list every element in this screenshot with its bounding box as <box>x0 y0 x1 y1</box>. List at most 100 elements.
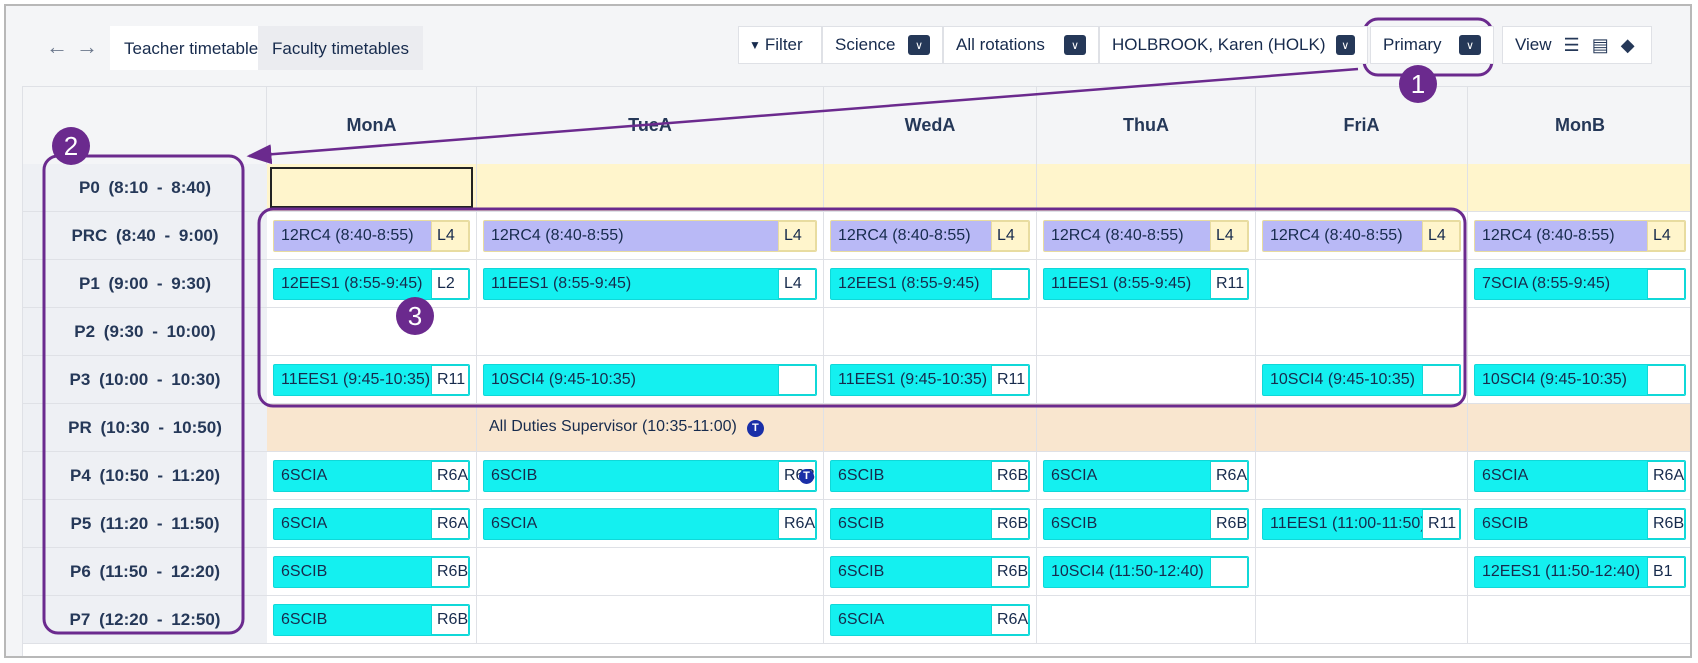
timetable-cell[interactable] <box>1256 260 1468 308</box>
timetable-cell[interactable]: 11EES1 (8:55-9:45) L4 <box>477 260 824 308</box>
timetable-cell[interactable]: 6SCIA R6A <box>1037 452 1256 500</box>
timetable-cell[interactable]: 6SCIB R6B <box>267 548 477 596</box>
timetable-cell[interactable] <box>477 548 824 596</box>
timetable-cell[interactable] <box>824 308 1037 356</box>
timetable-cell[interactable] <box>267 164 477 212</box>
lesson[interactable]: 6SCIB R6B <box>830 508 1030 540</box>
timetable-cell[interactable]: 7SCIA (8:55-9:45) <box>1468 260 1690 308</box>
dropdown[interactable]: HOLBROOK, Karen (HOLK) ∨ <box>1099 26 1368 64</box>
timetable-cell[interactable]: 6SCIB R6B <box>1037 500 1256 548</box>
timetable-cell[interactable]: 12RC4 (8:40-8:55) L4 <box>1256 212 1468 260</box>
lesson[interactable]: 12RC4 (8:40-8:55) L4 <box>483 220 817 252</box>
timetable-cell[interactable]: 10SCI4 (9:45-10:35) <box>1256 356 1468 404</box>
timetable-cell[interactable]: 6SCIA R6A <box>267 500 477 548</box>
lesson[interactable]: 12RC4 (8:40-8:55) L4 <box>1474 220 1686 252</box>
timetable-cell[interactable] <box>1037 596 1256 644</box>
timetable-cell[interactable] <box>1468 164 1690 212</box>
timetable-cell[interactable]: 12RC4 (8:40-8:55) L4 <box>824 212 1037 260</box>
lesson[interactable]: 12RC4 (8:40-8:55) L4 <box>1262 220 1461 252</box>
lesson[interactable]: 12EES1 (8:55-9:45) <box>830 268 1030 300</box>
lesson[interactable]: 6SCIA R6A <box>273 460 470 492</box>
view-button[interactable]: View ☰ ▤ ◆ <box>1502 26 1652 64</box>
lesson[interactable]: 6SCIA R6A <box>273 508 470 540</box>
lesson[interactable]: 11EES1 (8:55-9:45) L4 <box>483 268 817 300</box>
timetable-cell[interactable]: 6SCIA R6A <box>477 500 824 548</box>
timetable-cell[interactable]: 12RC4 (8:40-8:55) L4 <box>1468 212 1690 260</box>
lesson[interactable]: 6SCIB R6B <box>1474 508 1686 540</box>
lesson[interactable]: 12RC4 (8:40-8:55) L4 <box>830 220 1030 252</box>
lesson[interactable]: 12EES1 (11:50-12:40) B1 <box>1474 556 1686 588</box>
lesson[interactable]: 11EES1 (9:45-10:35) R11 <box>830 364 1030 396</box>
timetable-cell[interactable]: 12EES1 (8:55-9:45) L2 <box>267 260 477 308</box>
timetable-cell[interactable]: 6SCIB R6B <box>267 596 477 644</box>
timetable-cell[interactable]: All Duties Supervisor (10:35-11:00) T <box>477 404 824 452</box>
timetable-cell[interactable]: 12RC4 (8:40-8:55) L4 <box>267 212 477 260</box>
lesson[interactable]: 6SCIA R6A <box>483 508 817 540</box>
timetable-cell[interactable] <box>824 404 1037 452</box>
dropdown[interactable]: Primary ∨ <box>1370 26 1494 64</box>
timetable-cell[interactable]: 12EES1 (11:50-12:40) B1 <box>1468 548 1690 596</box>
lesson[interactable]: 10SCI4 (11:50-12:40) <box>1043 556 1249 588</box>
timetable-cell[interactable]: 12EES1 (8:55-9:45) <box>824 260 1037 308</box>
timetable-cell[interactable]: 10SCI4 (9:45-10:35) <box>477 356 824 404</box>
timetable-cell[interactable]: 6SCIB R6B <box>1468 500 1690 548</box>
timetable-cell[interactable] <box>267 404 477 452</box>
timetable-cell[interactable] <box>1037 404 1256 452</box>
lesson[interactable]: 6SCIB R6B <box>830 556 1030 588</box>
lesson[interactable]: 12RC4 (8:40-8:55) L4 <box>273 220 470 252</box>
timetable-cell[interactable] <box>1468 404 1690 452</box>
timetable-cell[interactable] <box>1037 356 1256 404</box>
tab[interactable]: Teacher timetables <box>110 26 281 70</box>
lesson[interactable]: 6SCIB R6B <box>273 604 470 636</box>
timetable-cell[interactable] <box>1256 308 1468 356</box>
timetable-cell[interactable] <box>1256 452 1468 500</box>
timetable-cell[interactable] <box>1256 164 1468 212</box>
timetable-cell[interactable]: 12RC4 (8:40-8:55) L4 <box>1037 212 1256 260</box>
lesson[interactable]: 12RC4 (8:40-8:55) L4 <box>1043 220 1249 252</box>
dropdown[interactable]: All rotations ∨ <box>943 26 1099 64</box>
timetable-cell[interactable]: 6SCIA R6A <box>1468 452 1690 500</box>
timetable-cell[interactable]: 12RC4 (8:40-8:55) L4 <box>477 212 824 260</box>
duty[interactable]: All Duties Supervisor (10:35-11:00) T <box>489 418 764 437</box>
tab[interactable]: Faculty timetables <box>258 26 423 70</box>
lesson[interactable]: 12EES1 (8:55-9:45) L2 <box>273 268 470 300</box>
timetable-cell[interactable] <box>1037 164 1256 212</box>
timetable-cell[interactable] <box>824 164 1037 212</box>
lesson[interactable]: 6SCIA R6A <box>1474 460 1686 492</box>
forward-button[interactable]: → <box>76 34 98 59</box>
lesson[interactable]: 6SCIB R6B <box>830 460 1030 492</box>
lesson[interactable]: 10SCI4 (9:45-10:35) <box>1474 364 1686 396</box>
timetable-cell[interactable]: 6SCIA R6A <box>267 452 477 500</box>
lesson[interactable]: 6SCIBR6BT <box>483 460 817 492</box>
timetable-cell[interactable]: 11EES1 (8:55-9:45) R11 <box>1037 260 1256 308</box>
timetable-cell[interactable]: 10SCI4 (9:45-10:35) <box>1468 356 1690 404</box>
timetable-cell[interactable] <box>1468 596 1690 644</box>
timetable-cell[interactable]: 11EES1 (9:45-10:35) R11 <box>267 356 477 404</box>
timetable-cell[interactable] <box>477 596 824 644</box>
timetable-cell[interactable] <box>477 308 824 356</box>
lesson[interactable]: 6SCIA R6A <box>830 604 1030 636</box>
lesson[interactable]: 6SCIA R6A <box>1043 460 1249 492</box>
lesson[interactable]: 10SCI4 (9:45-10:35) <box>483 364 817 396</box>
timetable-cell[interactable] <box>1037 308 1256 356</box>
filter-button[interactable]: ▼ Filter <box>738 26 822 64</box>
lesson[interactable]: 10SCI4 (9:45-10:35) <box>1262 364 1461 396</box>
lesson[interactable]: 11EES1 (11:00-11:50) R11 <box>1262 508 1461 540</box>
timetable-cell[interactable] <box>1468 308 1690 356</box>
timetable-cell[interactable]: 6SCIB R6B <box>824 452 1037 500</box>
lesson[interactable]: 11EES1 (8:55-9:45) R11 <box>1043 268 1249 300</box>
timetable-cell[interactable] <box>267 308 477 356</box>
timetable-cell[interactable]: 6SCIB R6B <box>824 548 1037 596</box>
timetable-cell[interactable]: 11EES1 (11:00-11:50) R11 <box>1256 500 1468 548</box>
timetable-cell[interactable]: 6SCIB R6B <box>824 500 1037 548</box>
dropdown[interactable]: Science ∨ <box>822 26 943 64</box>
lesson[interactable]: 6SCIB R6B <box>1043 508 1249 540</box>
timetable-cell[interactable] <box>1256 548 1468 596</box>
timetable-cell[interactable]: 10SCI4 (11:50-12:40) <box>1037 548 1256 596</box>
timetable-cell[interactable]: 11EES1 (9:45-10:35) R11 <box>824 356 1037 404</box>
timetable-cell[interactable] <box>1256 404 1468 452</box>
lesson[interactable]: 11EES1 (9:45-10:35) R11 <box>273 364 470 396</box>
timetable-cell[interactable] <box>477 164 824 212</box>
timetable-cell[interactable]: 6SCIA R6A <box>824 596 1037 644</box>
back-button[interactable]: ← <box>46 34 68 59</box>
